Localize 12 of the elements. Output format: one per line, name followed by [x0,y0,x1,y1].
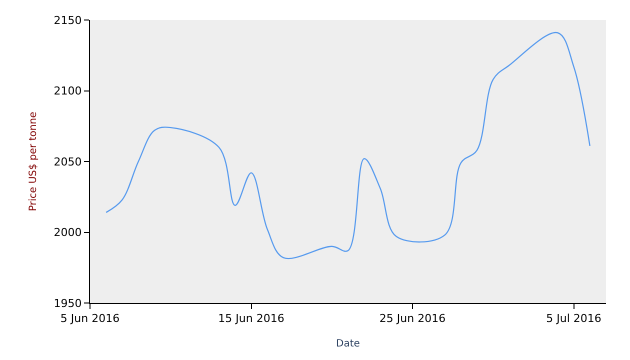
line-series [106,32,590,259]
y-tick-label: 2050 [54,155,82,168]
x-tick-label: 25 Jun 2016 [379,312,446,326]
y-tick-label: 1950 [54,296,82,310]
y-tick-label: 2000 [54,226,82,240]
x-tick-label: 15 Jun 2016 [218,312,284,326]
x-tick-label: 5 Jun 2016 [60,312,120,326]
x-axis-title: Date [336,338,360,350]
x-tick-label: 5 Jul 2016 [546,312,602,326]
y-tick-label: 2150 [54,14,82,27]
y-tick-label: 2100 [54,84,82,98]
y-axis-title: Price US$ per tonne [28,112,39,212]
